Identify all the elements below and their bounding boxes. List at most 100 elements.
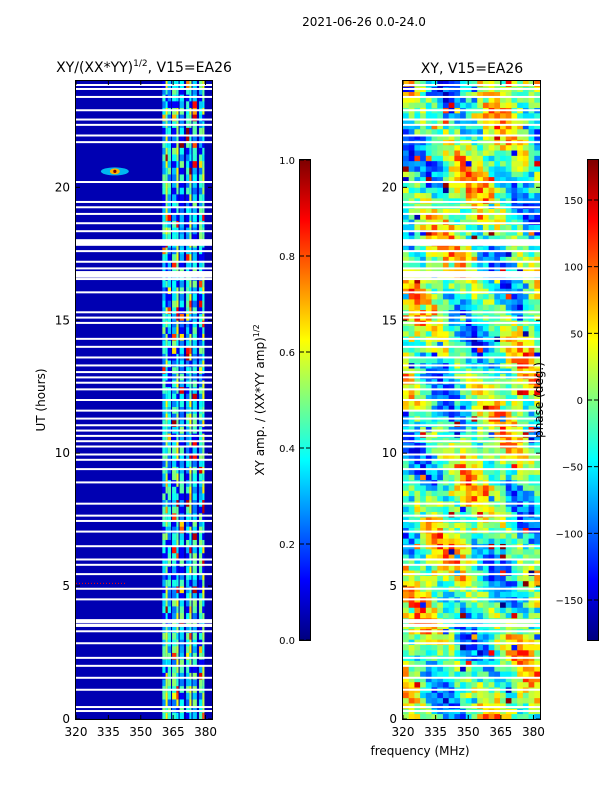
phase-cell — [528, 208, 535, 215]
amplitude-cell — [186, 519, 190, 527]
amplitude-cell — [202, 692, 205, 700]
amplitude-cell — [162, 346, 166, 354]
phase-cell — [505, 261, 512, 268]
phase-cell — [471, 602, 478, 608]
phase-cell — [454, 112, 461, 119]
phase-cell — [517, 203, 524, 209]
phase-cell — [420, 203, 427, 209]
phase-cell — [511, 277, 518, 284]
phase-cell — [460, 118, 467, 124]
amplitude-cell — [165, 140, 168, 148]
phase-cell — [482, 495, 490, 502]
amplitude-cell — [189, 87, 192, 95]
phase-cell — [522, 511, 529, 518]
phase-cell — [511, 389, 518, 396]
phase-cell — [437, 564, 444, 571]
phase-cell — [488, 676, 495, 683]
phase-cell — [460, 81, 467, 87]
phase-cell — [425, 564, 432, 571]
flagged-row — [403, 250, 540, 253]
phase-cell — [511, 91, 518, 98]
flagged-row — [76, 624, 212, 627]
phase-cell — [465, 118, 472, 124]
phase-cell — [454, 187, 461, 194]
phase-cell — [454, 437, 461, 443]
phase-cell — [505, 192, 512, 199]
phase-cell — [534, 516, 540, 523]
amplitude-cell — [192, 413, 197, 421]
flagged-row — [403, 260, 540, 263]
phase-cell — [408, 437, 415, 443]
amplitude-cell — [179, 645, 184, 653]
phase-cell — [471, 506, 478, 513]
phase-cell — [477, 548, 484, 555]
phase-cell — [471, 203, 478, 209]
amplitude-cell — [179, 360, 184, 368]
amplitude-cell — [186, 400, 190, 408]
amplitude-cell — [186, 659, 190, 667]
phase-cell — [408, 607, 415, 614]
phase-cell — [454, 267, 461, 273]
phase-cell — [505, 676, 512, 683]
phase-cell — [505, 213, 512, 220]
phase-cell — [437, 495, 444, 502]
phase-cell — [431, 277, 438, 284]
phase-cell — [488, 421, 495, 427]
amplitude-cell — [186, 340, 190, 348]
amplitude-cell — [186, 326, 190, 334]
phase-cell — [482, 288, 490, 295]
phase-cell — [425, 681, 432, 688]
amplitude-cell — [189, 187, 192, 195]
amplitude-cell — [186, 665, 190, 673]
phase-cell — [477, 304, 484, 311]
phase-cell — [431, 458, 438, 465]
phase-cell — [408, 639, 415, 645]
phase-cell — [494, 463, 501, 470]
phase-cell — [522, 176, 529, 183]
phase-cell — [534, 633, 540, 640]
phase-cell — [488, 346, 495, 353]
amplitude-cell — [162, 180, 166, 188]
amplitude-cell — [176, 692, 179, 700]
amplitude-cell — [162, 546, 166, 554]
phase-cell — [494, 665, 501, 672]
flagged-row — [76, 291, 212, 294]
amplitude-cell — [165, 300, 168, 308]
phase-cell — [505, 197, 512, 204]
phase-cell — [460, 394, 467, 401]
phase-cell — [408, 166, 415, 172]
phase-cell — [420, 469, 427, 475]
phase-cell — [437, 341, 444, 348]
amplitude-cell — [172, 572, 177, 580]
phase-cell — [448, 357, 455, 364]
phase-cell — [511, 469, 518, 475]
amplitude-cell — [189, 699, 192, 707]
amplitude-cell — [199, 260, 203, 268]
amplitude-cell — [179, 200, 184, 208]
phase-cell — [414, 160, 421, 167]
phase-cell — [448, 400, 455, 406]
phase-cell — [500, 453, 507, 459]
amplitude-cell — [189, 625, 192, 634]
phase-cell — [460, 681, 467, 688]
phase-cell — [431, 304, 438, 311]
phase-cell — [408, 288, 415, 295]
amplitude-colorbar-frame — [299, 159, 311, 641]
phase-cell — [425, 447, 432, 454]
phase-cell — [437, 575, 444, 582]
phase-cell — [465, 703, 472, 709]
amplitude-cell — [162, 526, 166, 534]
amplitude-cell — [167, 180, 171, 188]
amplitude-cell — [189, 473, 192, 481]
phase-cell — [477, 352, 484, 358]
amplitude-cell — [186, 453, 190, 461]
phase-cell — [414, 352, 421, 358]
phase-cell — [442, 612, 450, 619]
flagged-row — [76, 502, 212, 505]
phase-cell — [425, 421, 432, 427]
amplitude-cell — [179, 114, 184, 122]
phase-cell — [460, 639, 467, 645]
phase-cell — [488, 474, 495, 481]
phase-cell — [488, 166, 495, 172]
amplitude-cell — [162, 506, 166, 514]
